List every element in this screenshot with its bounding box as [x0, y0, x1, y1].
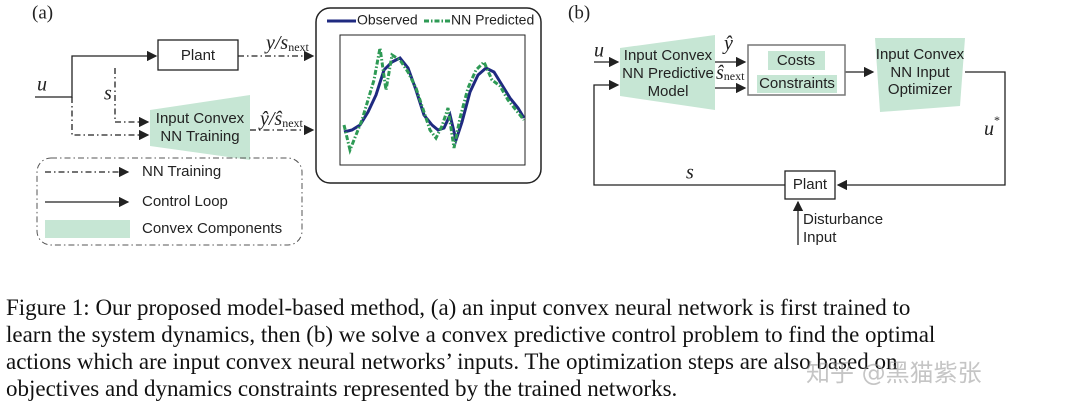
block-text: Input Convex	[876, 46, 965, 63]
label-sub: next	[282, 116, 303, 130]
plant-label: Plant	[793, 176, 828, 193]
legend-text: Observed	[357, 12, 418, 28]
caption-line: actions which are input convex neural ne…	[6, 349, 898, 374]
caption-line: Figure 1: Our proposed model-based metho…	[6, 295, 911, 320]
plant-box	[784, 170, 836, 200]
input-label: u	[37, 74, 47, 96]
block-text: Optimizer	[888, 81, 952, 98]
observed-curve	[343, 56, 526, 146]
state-line	[114, 68, 150, 128]
input-label: u	[594, 40, 604, 62]
legend-swatch	[45, 220, 130, 238]
s-label: ŝnext	[716, 62, 745, 84]
state-label: s	[686, 162, 694, 184]
legend-box	[36, 157, 303, 246]
label-main: y/s	[264, 32, 288, 54]
control-line	[35, 50, 158, 98]
label-main: u	[984, 118, 994, 140]
caption-line: learn the system dynamics, then (b) we s…	[6, 322, 936, 347]
action-line	[836, 71, 1006, 191]
state-label: s	[104, 83, 112, 105]
block-text: Model	[648, 83, 689, 100]
block-text: Input Convex	[624, 47, 713, 64]
disturbance-text: Input	[803, 229, 837, 246]
connectors-b	[593, 56, 1006, 245]
predicted-curve	[342, 47, 526, 155]
action-label: u*	[984, 113, 1000, 140]
costs-label: Costs	[777, 52, 815, 69]
constraints-label: Constraints	[759, 75, 835, 92]
inset-box	[315, 7, 542, 184]
legend-text: NN Predicted	[451, 12, 534, 28]
optimizer-block	[875, 38, 965, 112]
training-block	[150, 95, 250, 160]
training-output-label: ŷ/ŝnext	[258, 108, 304, 130]
label-main: ŝ	[716, 62, 724, 84]
caption-line: objectives and dynamics constraints repr…	[6, 376, 678, 401]
model-block	[620, 35, 715, 110]
watermark: 知乎 @黑猫紫张	[806, 359, 982, 387]
caption: Figure 1: Our proposed model-based metho…	[6, 294, 1066, 402]
block-text: NN Training	[160, 128, 239, 145]
disturbance-text: Disturbance	[803, 211, 883, 228]
label-sub: next	[288, 40, 309, 54]
costs-box	[768, 51, 825, 70]
legend-text: Convex Components	[142, 220, 282, 237]
label-main: ŷ/ŝ	[258, 108, 282, 130]
inset-plot	[339, 34, 526, 166]
panel-label: (b)	[568, 2, 590, 23]
block-text: NN Input	[890, 64, 950, 81]
state-line	[593, 79, 785, 186]
label-sup: *	[994, 113, 1000, 127]
constraints-box	[757, 75, 837, 93]
plant-box	[157, 39, 239, 71]
connectors-a	[35, 50, 315, 141]
block-text: Input Convex	[156, 110, 245, 127]
plant-output-label: y/snext	[264, 32, 310, 54]
legend-text: NN Training	[142, 163, 221, 180]
label-sub: next	[724, 69, 745, 83]
diagram: (a) u s Plant y/snext Input Convex NN Tr…	[32, 2, 1006, 246]
legend-text: Control Loop	[142, 193, 228, 210]
y-label: ŷ	[722, 33, 733, 55]
panel-label: (a)	[32, 2, 53, 23]
block-text: NN Predictive	[622, 65, 714, 82]
plant-label: Plant	[181, 47, 216, 64]
